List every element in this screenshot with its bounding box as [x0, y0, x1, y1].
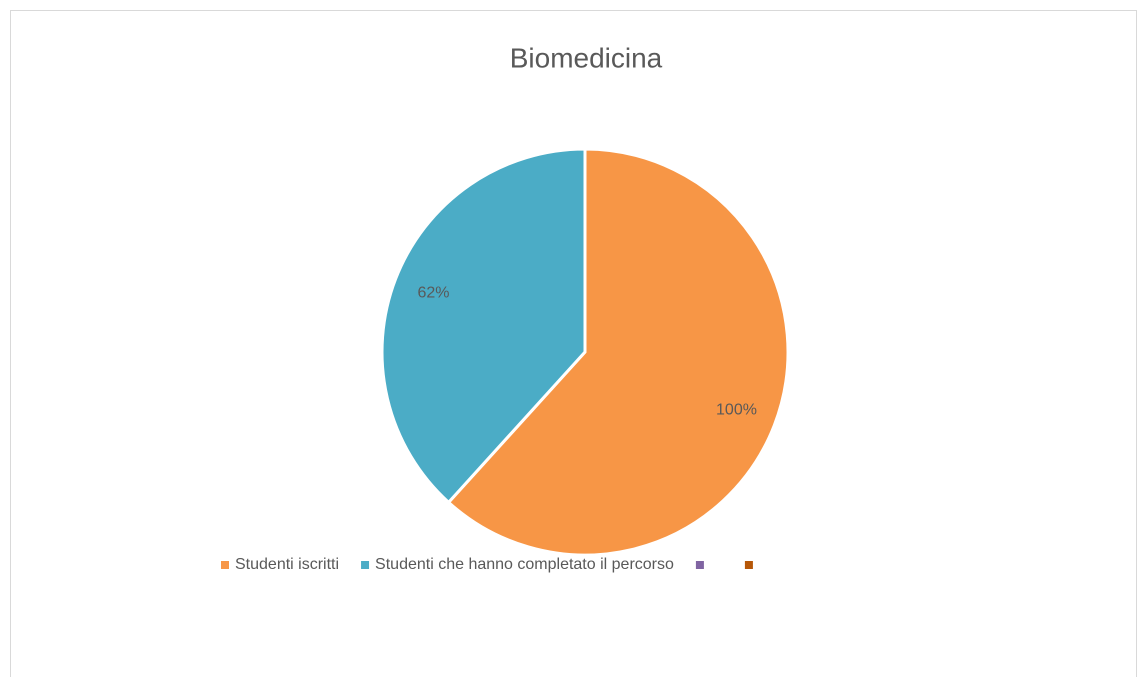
legend-marker — [695, 561, 704, 569]
legend-marker — [361, 561, 370, 569]
chart-frame — [10, 10, 1137, 677]
legend-label: Studenti iscritti — [235, 556, 339, 573]
legend-marker — [744, 561, 753, 569]
chart-title: Biomedicina — [510, 42, 663, 73]
legend-label: Studenti che hanno completato il percors… — [375, 556, 674, 573]
data-label: 100% — [716, 402, 757, 419]
pie-slice — [447, 147, 790, 557]
pie-slice — [380, 147, 587, 504]
legend-marker — [221, 561, 229, 569]
data-label: 62% — [417, 285, 449, 302]
